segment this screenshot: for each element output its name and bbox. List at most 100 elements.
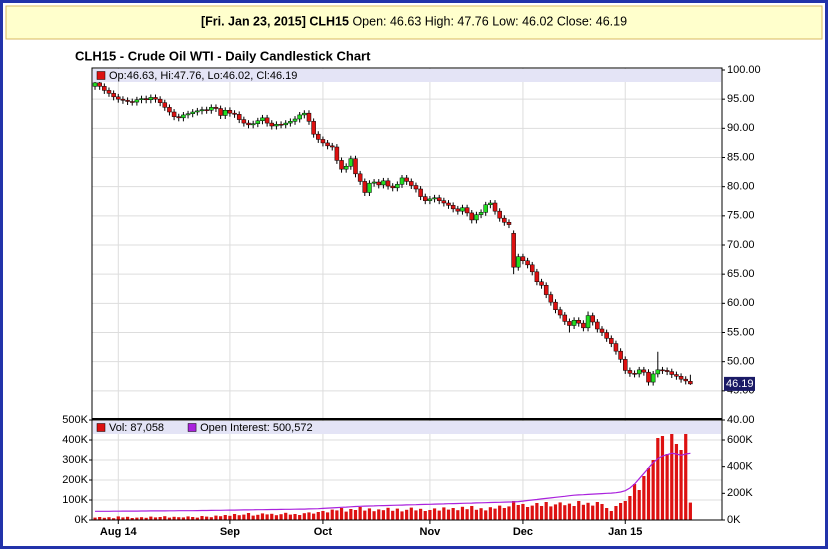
volume-bar xyxy=(339,508,344,520)
candle-body xyxy=(678,376,684,380)
x-tick-label: Jan 15 xyxy=(608,526,642,538)
last-price-label: 46.19 xyxy=(726,378,754,390)
legend-entry: Open Interest: 500,572 xyxy=(200,422,313,434)
y2-tick-label: 600K xyxy=(727,434,753,446)
candle-body xyxy=(111,93,116,98)
volume-bar xyxy=(451,508,455,520)
volume-bar xyxy=(270,513,274,520)
candle-body xyxy=(567,321,572,326)
volume-bar xyxy=(577,501,581,520)
header-value: 47.76 xyxy=(457,15,488,29)
volume-bar xyxy=(256,514,260,520)
candle-body xyxy=(302,112,307,116)
volume-bar xyxy=(507,506,511,520)
candle-body xyxy=(260,117,265,122)
volume-bar xyxy=(139,517,144,520)
candle-body xyxy=(636,369,642,375)
candle-body xyxy=(116,96,121,100)
candle-body xyxy=(399,177,405,185)
volume-bar xyxy=(344,511,348,520)
y-tick-label: 95.00 xyxy=(727,93,755,105)
candle-body xyxy=(557,309,563,316)
volume-bar xyxy=(623,501,627,520)
volume-bar xyxy=(535,503,539,520)
y2-tick-label: 0K xyxy=(727,514,741,526)
volume-bar xyxy=(135,517,139,520)
volume-bar xyxy=(665,454,669,520)
volume-bar xyxy=(595,502,599,520)
candle-body xyxy=(297,114,302,120)
candle-body xyxy=(325,142,330,147)
candle-body xyxy=(646,371,651,383)
candle-body xyxy=(148,97,154,100)
candle-body xyxy=(613,343,619,352)
candle-body xyxy=(185,113,191,116)
candle-body xyxy=(339,160,344,170)
candle-body xyxy=(595,321,600,330)
header-label: High: xyxy=(425,15,454,29)
candle-body xyxy=(125,100,130,102)
header-symbol: CLH15 xyxy=(309,15,349,29)
candle-body xyxy=(683,378,688,382)
candle-body xyxy=(548,294,554,303)
candle-body xyxy=(623,359,628,371)
volume-bar xyxy=(567,503,572,520)
candle-body xyxy=(455,208,461,212)
volume-bar xyxy=(279,514,283,520)
volume-bar xyxy=(660,436,665,520)
candle-body xyxy=(543,285,549,295)
volume-bar xyxy=(172,516,176,520)
volume-bar xyxy=(321,511,325,520)
volume-bar xyxy=(377,509,381,520)
volume-bar xyxy=(488,507,492,520)
volume-bar xyxy=(391,510,395,520)
volume-bar xyxy=(307,512,311,520)
candle-body xyxy=(134,99,140,103)
candle-body xyxy=(223,110,228,116)
candle-body xyxy=(157,98,163,103)
candle-body xyxy=(97,82,102,87)
candle-body xyxy=(604,332,609,339)
y-tick-label: 0K xyxy=(75,514,89,526)
candle-body xyxy=(371,181,377,184)
y-tick-label: 65.00 xyxy=(727,268,755,280)
volume-bar xyxy=(502,508,506,520)
y-tick-label: 75.00 xyxy=(727,210,755,222)
volume-bar xyxy=(470,506,474,520)
volume-bar xyxy=(437,510,441,520)
candle-body xyxy=(432,197,437,200)
volume-bar xyxy=(363,510,367,520)
overlay: 40.0045.0050.0055.0060.0065.0070.0075.00… xyxy=(62,64,760,538)
candle-body xyxy=(199,109,205,112)
candle-body xyxy=(143,98,149,101)
volume-bar xyxy=(614,506,618,520)
volume-bar xyxy=(460,506,465,520)
candle-body xyxy=(255,120,261,124)
volume-bar xyxy=(530,505,534,520)
candle-body xyxy=(641,369,647,373)
candle-body xyxy=(539,281,544,286)
volume-bar xyxy=(544,502,548,520)
volume-bar xyxy=(153,517,158,520)
legend-swatch xyxy=(96,71,106,80)
volume-bar xyxy=(149,516,153,520)
y-tick-label: 85.00 xyxy=(727,151,755,163)
volume-bar xyxy=(446,509,451,520)
header-value: 46.63 xyxy=(390,15,421,29)
candle-body xyxy=(395,184,400,189)
candle-body xyxy=(571,320,577,326)
candle-body xyxy=(190,111,195,114)
candle-body xyxy=(529,264,535,273)
legend-swatch xyxy=(187,423,197,432)
legend-swatch xyxy=(96,423,106,432)
volume-bar xyxy=(688,502,692,520)
volume-bar xyxy=(609,511,613,520)
y-tick-label: 70.00 xyxy=(727,239,755,251)
marks xyxy=(92,79,693,520)
volume-bar xyxy=(274,515,279,520)
header-label: Low: xyxy=(492,15,518,29)
candle-body xyxy=(534,271,540,283)
legend-entry: Vol: 87,058 xyxy=(109,422,164,434)
volume-bar xyxy=(572,506,576,520)
